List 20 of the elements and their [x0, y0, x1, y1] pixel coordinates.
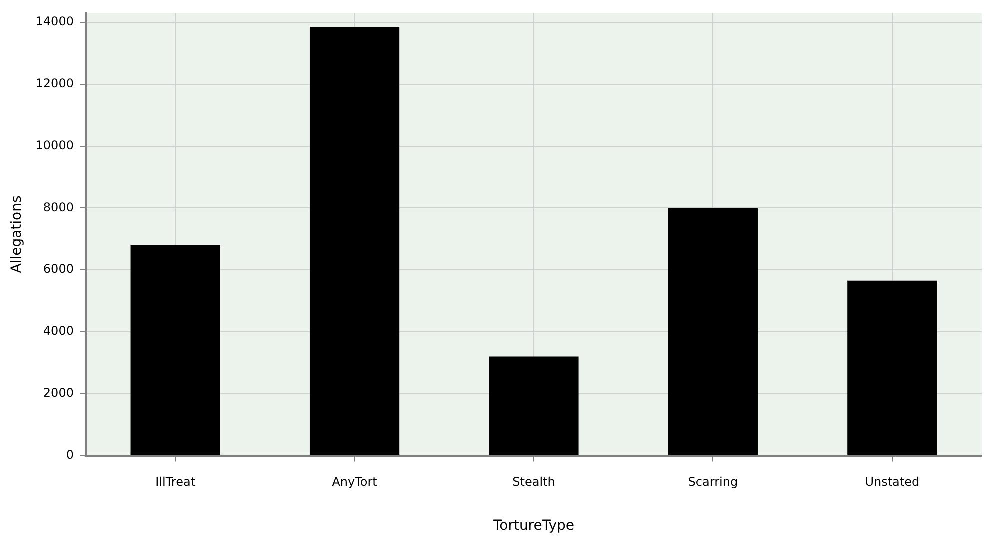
y-axis-title: Allegations [9, 196, 26, 274]
x-tick-label: Scarring [688, 475, 738, 490]
y-tick-label: 10000 [36, 138, 74, 152]
y-tick-label: 12000 [36, 76, 74, 91]
x-tick-label: IllTreat [156, 475, 196, 490]
x-axis-title: TortureType [492, 518, 575, 534]
bar [130, 245, 220, 456]
y-tick-label: 14000 [36, 14, 74, 29]
x-tick-label: Unstated [865, 475, 920, 490]
bar [310, 27, 400, 456]
y-tick-label: 4000 [43, 324, 74, 338]
y-tick-label: 0 [66, 448, 74, 462]
x-tick-label: Stealth [512, 475, 556, 490]
y-tick-label: 2000 [43, 386, 74, 400]
y-tick-label: 6000 [43, 262, 74, 276]
y-tick-label: 8000 [43, 200, 74, 214]
bar [848, 280, 938, 456]
x-tick-label: AnyTort [332, 475, 378, 490]
bar [489, 356, 579, 456]
bar [668, 208, 758, 456]
